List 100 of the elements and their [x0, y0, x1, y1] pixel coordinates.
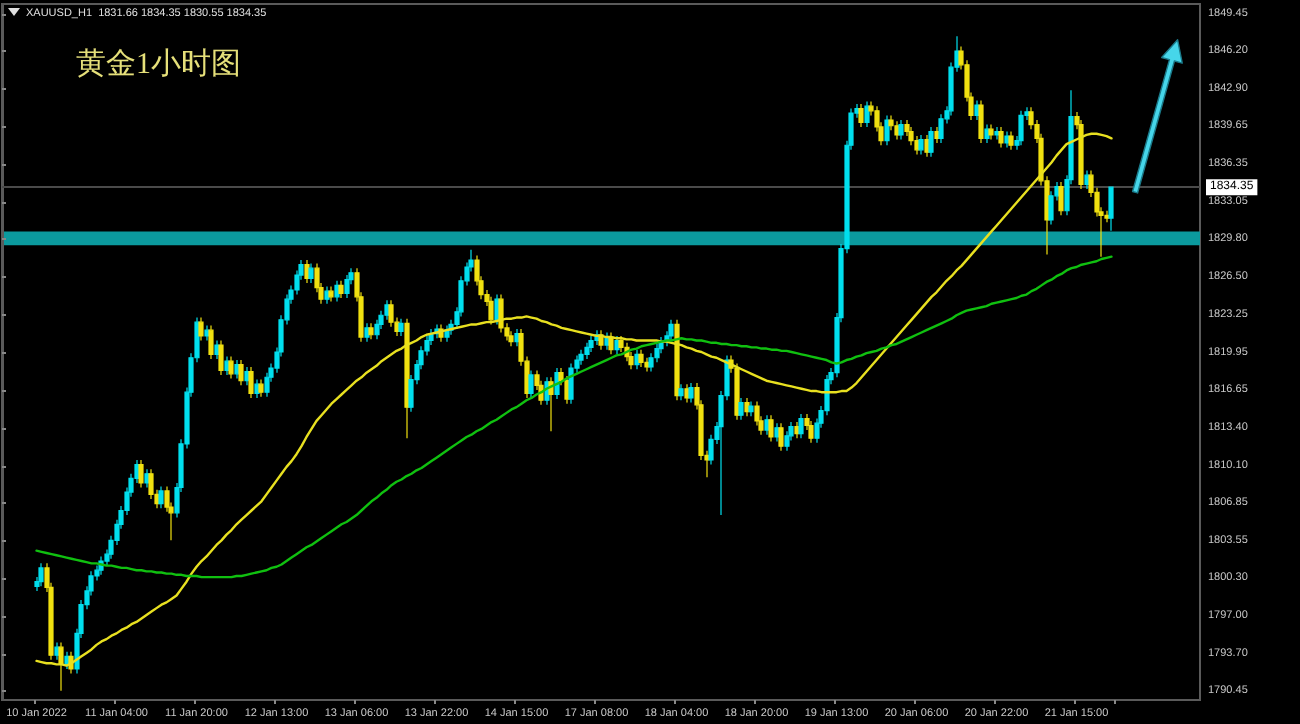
candlestick — [404, 318, 410, 439]
candlestick — [784, 430, 790, 452]
candlestick — [578, 349, 584, 366]
candlestick — [214, 339, 220, 360]
candlestick — [588, 335, 594, 353]
candlestick — [488, 296, 494, 326]
candlestick — [568, 362, 574, 405]
line-series — [35, 132, 1113, 667]
candlestick — [604, 331, 610, 351]
candlestick — [258, 378, 264, 398]
candlestick — [584, 342, 590, 360]
candlestick — [978, 99, 984, 144]
candlestick — [1108, 186, 1114, 232]
candlestick — [324, 285, 330, 305]
candlestick — [998, 126, 1004, 149]
candlestick — [234, 359, 240, 380]
candlestick — [344, 274, 350, 299]
candlestick — [54, 641, 60, 661]
candlestick — [908, 126, 914, 146]
candlestick — [794, 421, 800, 439]
candlestick — [748, 400, 754, 417]
candlestick — [798, 413, 804, 439]
candlestick — [304, 259, 310, 284]
candlestick — [244, 366, 250, 386]
candlestick — [528, 369, 534, 399]
candlestick — [144, 468, 150, 489]
candlestick — [398, 318, 404, 337]
candlestick — [668, 319, 674, 342]
candlestick — [764, 414, 770, 436]
candlestick — [338, 280, 344, 299]
line-series — [35, 255, 1113, 579]
candlestick — [934, 126, 940, 144]
candlestick — [1058, 181, 1064, 216]
candlestick — [904, 119, 910, 137]
candlestick — [254, 378, 260, 399]
candlestick — [1018, 110, 1024, 146]
candlestick — [38, 562, 44, 587]
candlestick — [974, 99, 980, 121]
candlestick — [678, 383, 684, 401]
candlestick — [368, 322, 374, 340]
candlestick — [864, 101, 870, 128]
candlestick — [1078, 119, 1084, 190]
candlestick — [608, 331, 614, 355]
candlestick — [754, 400, 760, 427]
candlestick — [364, 322, 370, 343]
candlestick — [744, 397, 750, 417]
candlestick — [248, 366, 254, 399]
candlestick — [1084, 169, 1090, 190]
candlestick — [224, 355, 230, 376]
candlestick — [374, 319, 380, 340]
candlestick — [388, 299, 394, 328]
candlestick — [228, 355, 234, 380]
candlestick — [928, 126, 934, 158]
candlestick — [684, 383, 690, 404]
candlestick — [918, 134, 924, 156]
candlestick — [734, 362, 740, 421]
candlestick — [614, 335, 620, 355]
candlestick — [238, 359, 244, 386]
candlestick — [778, 422, 784, 452]
candlestick — [914, 135, 920, 156]
candlestick — [218, 339, 224, 376]
candlestick — [1048, 190, 1054, 226]
text: 黄金1小时图 — [76, 47, 241, 81]
candlestick — [1004, 130, 1010, 149]
candlestick — [988, 123, 994, 141]
candlestick — [548, 376, 554, 432]
candlestick — [148, 468, 154, 500]
candlestick — [898, 119, 904, 141]
candlestick — [514, 328, 520, 347]
candlestick — [634, 349, 640, 370]
candlestick — [158, 485, 164, 509]
candlestick — [938, 113, 944, 144]
candlestick — [648, 352, 654, 373]
candlestick — [58, 641, 64, 692]
candlestick — [858, 103, 864, 128]
candlestick — [644, 357, 650, 373]
candlestick — [138, 459, 144, 489]
candlestick — [508, 330, 514, 347]
candlestick — [994, 126, 1000, 141]
candlestick — [308, 262, 314, 284]
candlestick — [208, 324, 214, 360]
candlestick — [1008, 130, 1014, 151]
candlestick — [638, 349, 644, 368]
candlestick — [688, 382, 694, 404]
candlestick — [334, 280, 340, 303]
candlestick — [884, 114, 890, 146]
candlestick — [924, 134, 930, 158]
candlestick — [198, 316, 204, 342]
candlestick — [894, 120, 900, 141]
candlestick — [738, 397, 744, 421]
candlestick — [618, 335, 624, 353]
candlestick — [768, 414, 774, 443]
candlestick — [674, 319, 680, 401]
candlestick — [628, 351, 634, 370]
candlestick — [204, 324, 210, 342]
candlestick — [384, 299, 390, 321]
candlestick — [808, 420, 814, 444]
candlestick — [984, 123, 990, 144]
candlestick — [498, 293, 504, 334]
candlestick — [328, 285, 334, 303]
